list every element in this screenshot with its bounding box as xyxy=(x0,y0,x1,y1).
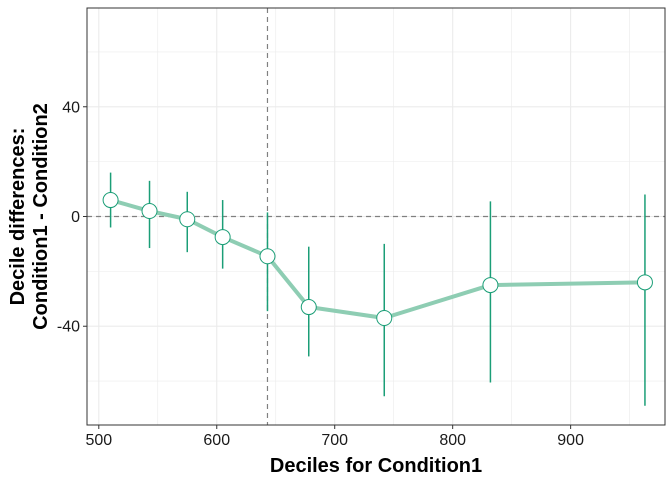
major-gridlines xyxy=(87,8,665,425)
data-point xyxy=(259,248,276,265)
x-tick-label: 600 xyxy=(203,432,230,449)
error-bars xyxy=(109,172,646,406)
data-point xyxy=(179,211,196,228)
y-axis-ticks: -40 0 40 xyxy=(57,99,87,336)
x-tick-label: 500 xyxy=(85,432,112,449)
x-axis-title: Deciles for Condition1 xyxy=(270,455,482,477)
x-tick-label: 700 xyxy=(321,432,348,449)
data-point xyxy=(214,229,231,246)
data-point xyxy=(376,310,393,327)
y-tick-label: 40 xyxy=(62,99,80,116)
y-axis-title: Decile differences: Condition1 - Conditi… xyxy=(7,103,52,330)
data-point xyxy=(482,277,499,294)
y-tick-label: -40 xyxy=(57,319,80,336)
y-axis-title-line-1: Decile differences: xyxy=(7,128,29,306)
data-point xyxy=(141,203,158,220)
data-markers xyxy=(102,192,653,327)
data-point xyxy=(636,274,653,291)
data-point xyxy=(102,192,119,209)
x-axis-ticks: 500 600 700 800 900 xyxy=(85,425,584,449)
x-tick-label: 900 xyxy=(557,432,584,449)
data-point xyxy=(300,299,317,316)
x-tick-label: 800 xyxy=(439,432,466,449)
y-tick-label: 0 xyxy=(71,209,80,226)
y-axis-title-line-2: Condition1 - Condition2 xyxy=(30,103,52,330)
